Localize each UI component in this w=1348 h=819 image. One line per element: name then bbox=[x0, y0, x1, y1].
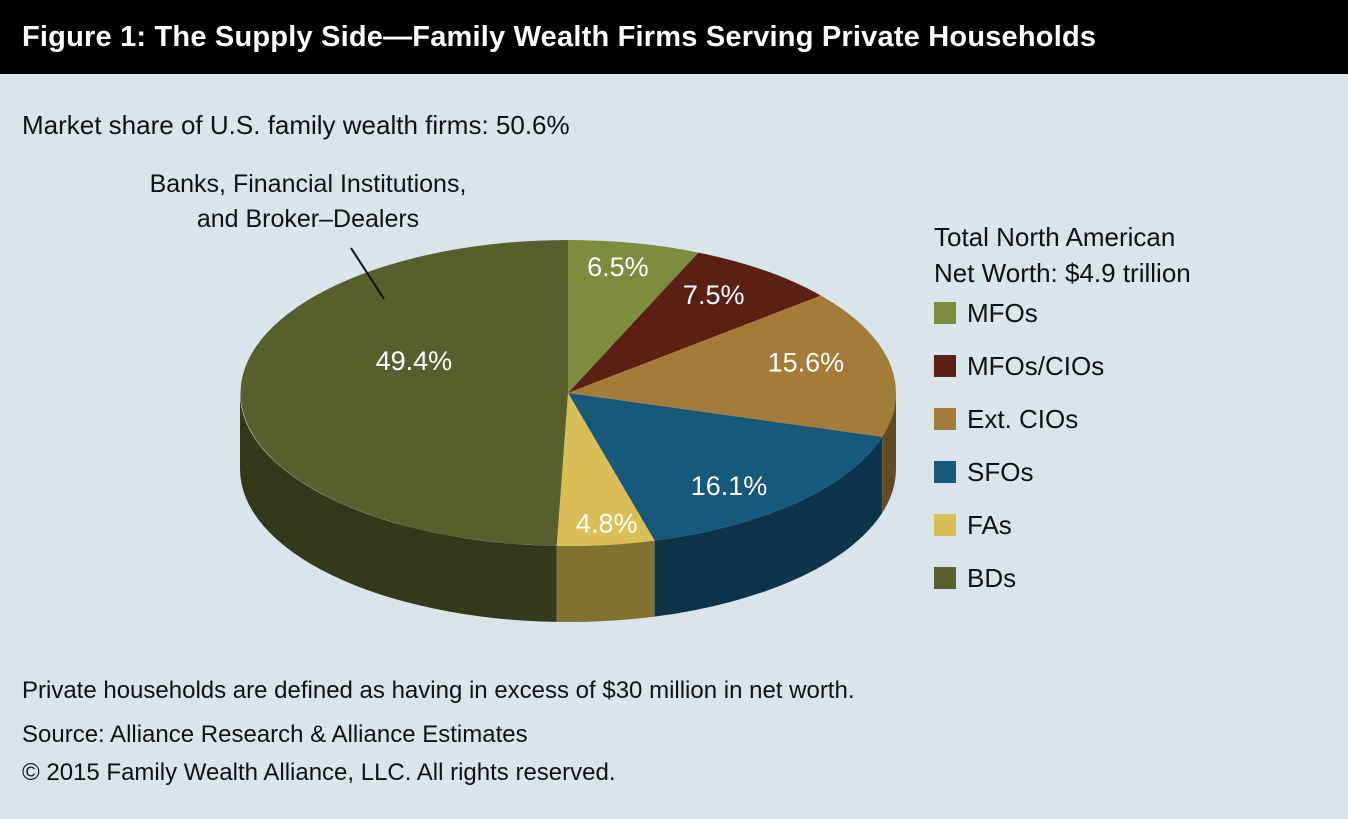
legend-item-mfos-cios: MFOs/CIOs bbox=[934, 351, 1105, 381]
legend-swatch-ext-cios bbox=[934, 408, 956, 430]
legend-swatch-mfos-cios bbox=[934, 355, 956, 377]
pie-side-sfos bbox=[654, 436, 883, 617]
footnote-source: Source: Alliance Research & Alliance Est… bbox=[22, 721, 528, 748]
legend-title: Total North American Net Worth: $4.9 tri… bbox=[934, 219, 1191, 291]
legend-item-fas: FAs bbox=[934, 510, 1104, 540]
pie-label-bds: 49.4% bbox=[376, 346, 453, 376]
figure-title-bar: Figure 1: The Supply Side—Family Wealth … bbox=[0, 0, 1348, 74]
legend-label: FAs bbox=[967, 510, 1012, 540]
pie-slice-ext-cios bbox=[568, 295, 896, 437]
pie-slice-mfos bbox=[568, 240, 699, 393]
annotation-pointer-line bbox=[350, 247, 385, 300]
pie-slice-fas bbox=[556, 393, 655, 546]
legend-swatch-fas bbox=[934, 514, 956, 536]
legend-label: MFOs bbox=[967, 298, 1038, 328]
legend-item-sfos: SFOs bbox=[934, 457, 1104, 487]
legend-item-mfos: MFOs bbox=[934, 298, 1104, 328]
pie-slice-bds bbox=[240, 240, 568, 546]
pie-slice-mfos-cios bbox=[568, 252, 821, 393]
pie-side-ext-cios bbox=[882, 393, 896, 513]
figure-title: Figure 1: The Supply Side—Family Wealth … bbox=[22, 20, 1097, 53]
annotation-line-1: Banks, Financial Institutions, bbox=[149, 170, 467, 198]
annotation-line-2: and Broker–Dealers bbox=[196, 205, 420, 233]
market-share-subtitle: Market share of U.S. family wealth firms… bbox=[22, 110, 570, 140]
legend-swatch-mfos bbox=[934, 302, 956, 324]
legend-title-line-1: Total North American bbox=[934, 222, 1176, 252]
legend-label: Ext. CIOs bbox=[967, 404, 1079, 434]
legend-label: BDs bbox=[967, 563, 1017, 593]
footnote-copyright: © 2015 Family Wealth Alliance, LLC. All … bbox=[22, 759, 616, 786]
pie-label-mfos: 6.5% bbox=[587, 252, 649, 282]
pie-label-ext-cios: 15.6% bbox=[768, 348, 845, 378]
pie-slice-sfos bbox=[568, 393, 883, 541]
footnote-definition: Private households are defined as having… bbox=[22, 677, 855, 704]
pie-label-fas: 4.8% bbox=[576, 509, 638, 539]
pie-label-mfos-cios: 7.5% bbox=[683, 280, 745, 310]
pie-side-fas bbox=[556, 540, 655, 622]
legend-swatch-sfos bbox=[934, 461, 956, 483]
pie-side-bds bbox=[240, 393, 557, 622]
bd-slice-annotation: Banks, Financial Institutions, and Broke… bbox=[130, 167, 486, 237]
legend-item-bds: BDs bbox=[934, 563, 1104, 593]
legend: MFOs MFOs/CIOs Ext. CIOs SFOs FAs BDs bbox=[934, 298, 1105, 619]
legend-label: SFOs bbox=[967, 457, 1034, 487]
legend-item-ext-cios: Ext. CIOs bbox=[934, 404, 1104, 434]
legend-swatch-bds bbox=[934, 567, 956, 589]
legend-title-line-2: Net Worth: $4.9 trillion bbox=[934, 258, 1191, 288]
legend-label: MFOs/CIOs bbox=[967, 351, 1105, 381]
pie-label-sfos: 16.1% bbox=[691, 471, 768, 501]
